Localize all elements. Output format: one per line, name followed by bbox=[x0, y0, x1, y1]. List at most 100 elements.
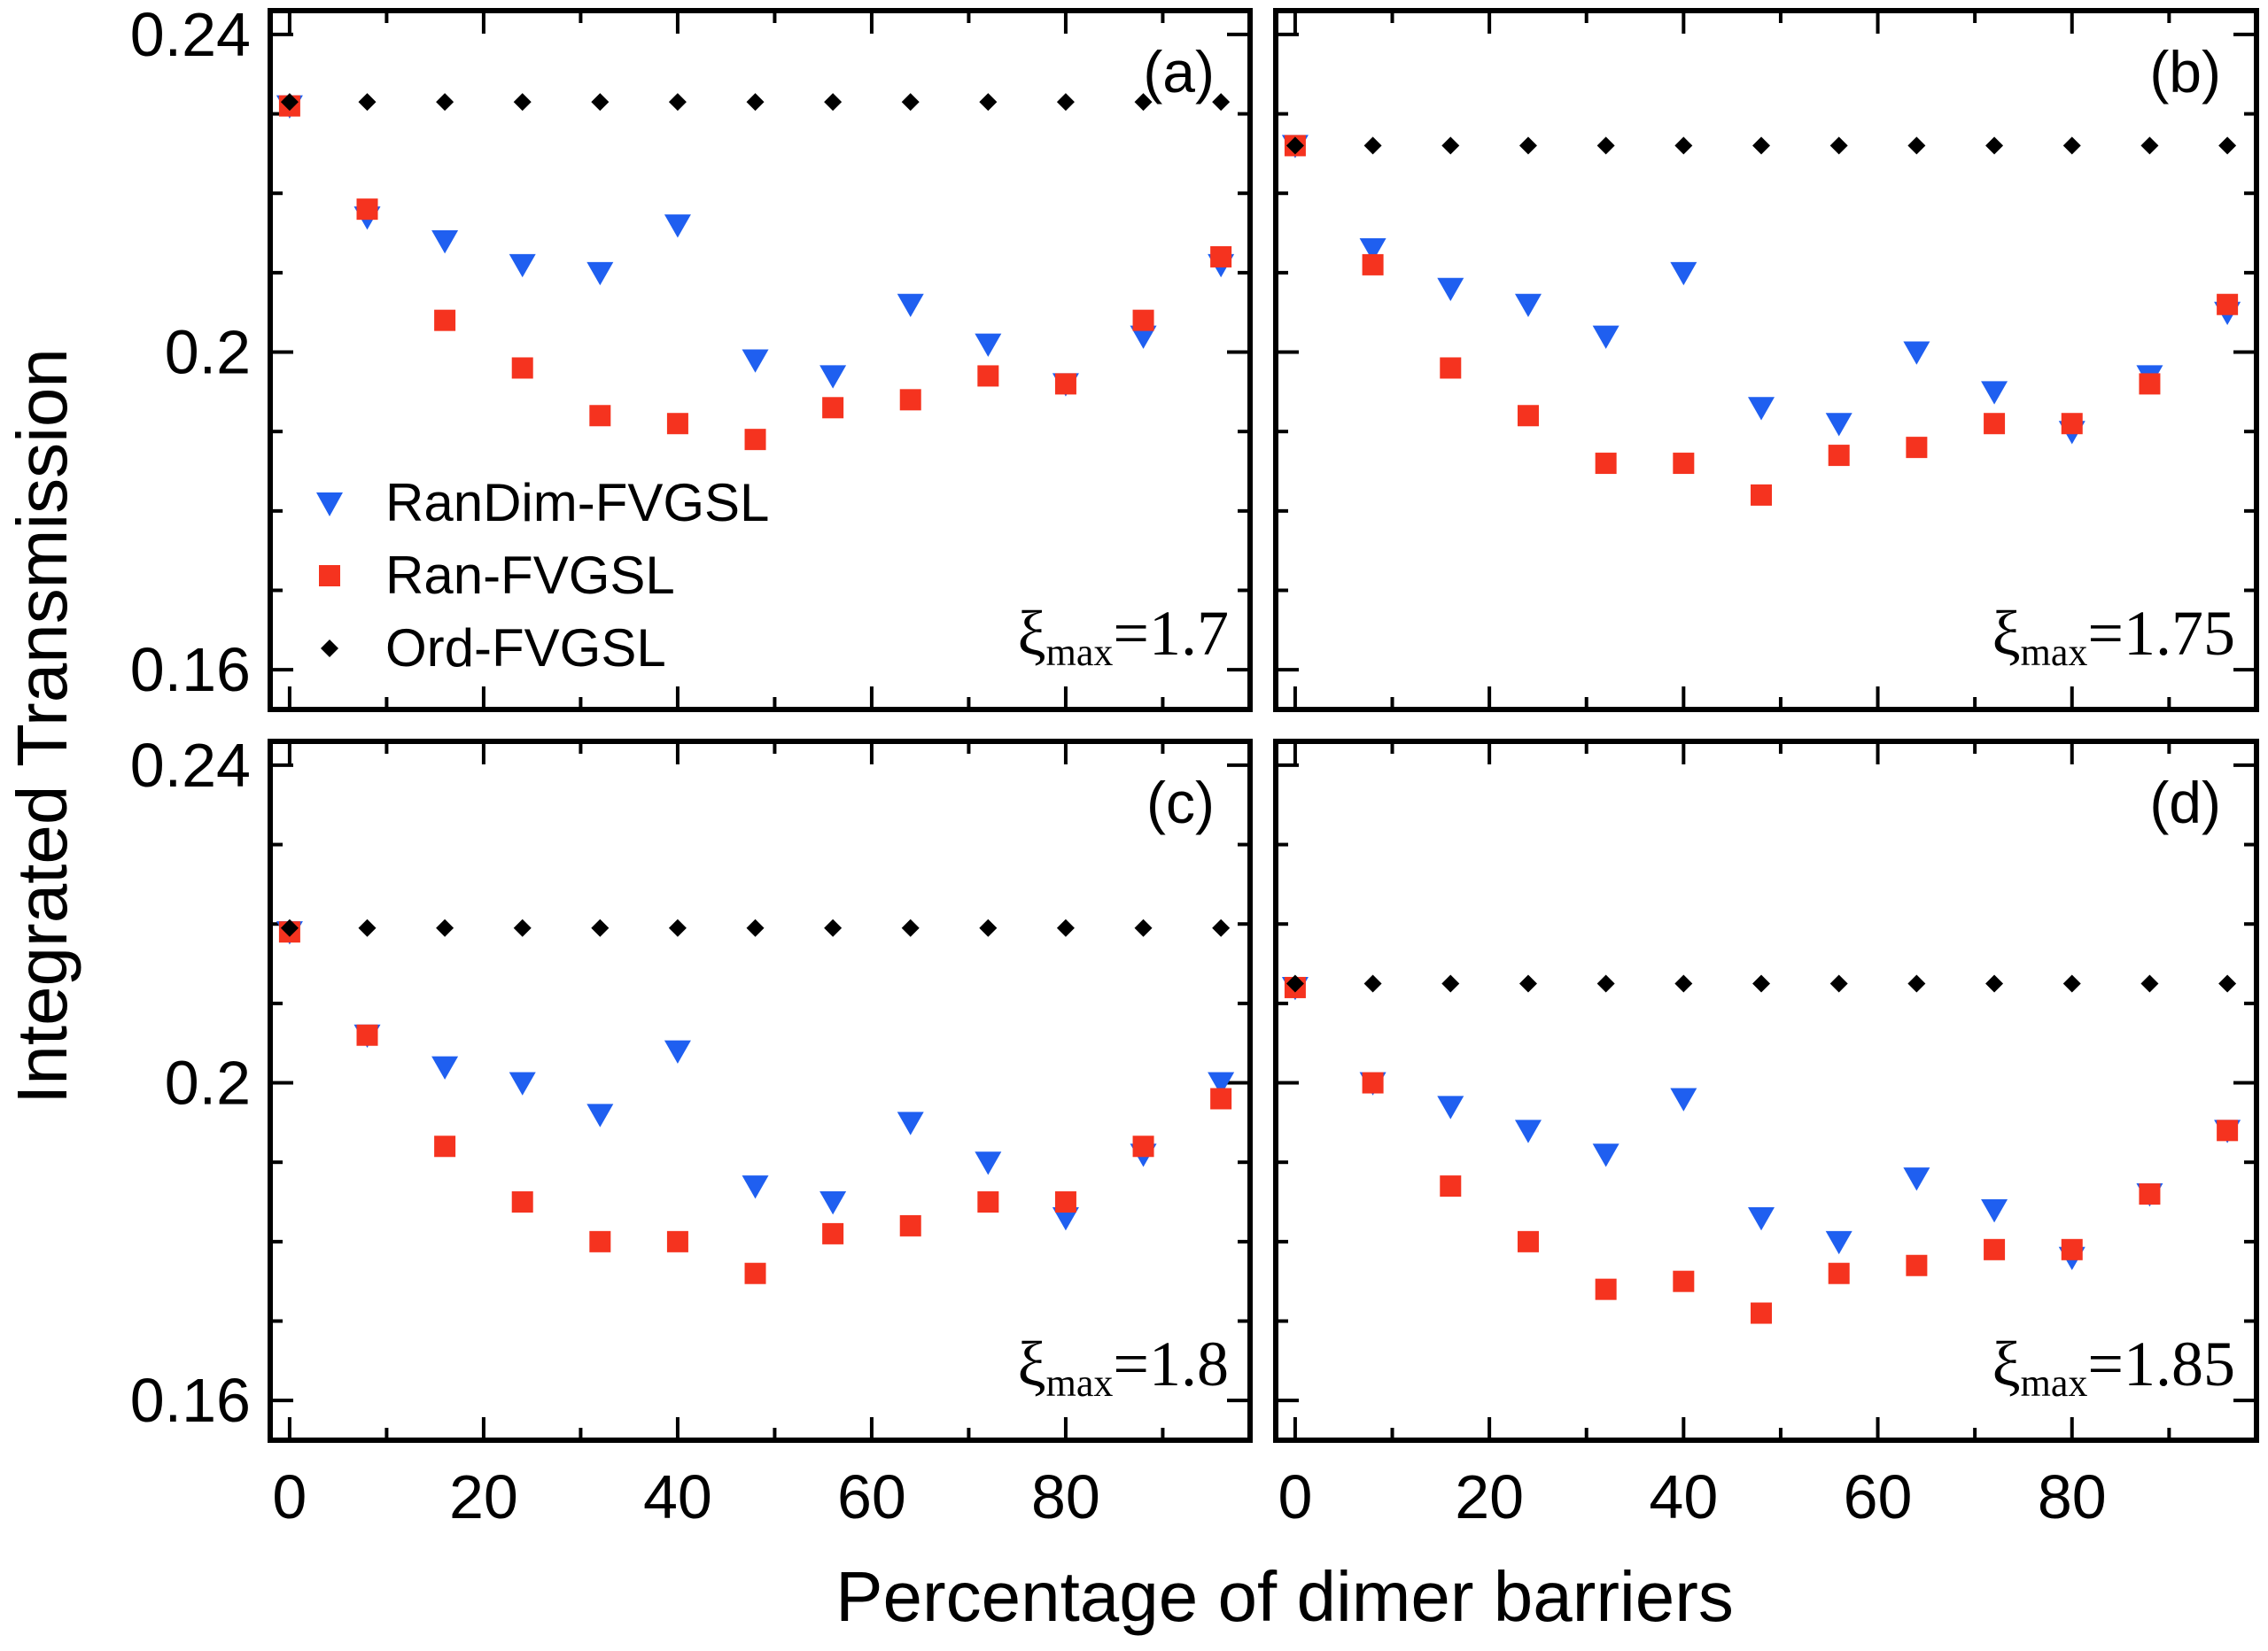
marker-b-square-undefined bbox=[1595, 453, 1617, 475]
marker-c-diamond-undefined bbox=[668, 919, 687, 937]
legend-item-ord-fvgsl: Ord-FVGSL bbox=[321, 618, 666, 678]
panel-label-d: (d) bbox=[2149, 770, 2221, 835]
panel-d: 0 20 40 60 80 (d) ξmax=1.85 bbox=[1273, 739, 2259, 1531]
marker-b-triangle-down-undefined bbox=[1592, 325, 1619, 349]
marker-b-diamond-undefined bbox=[1907, 136, 1926, 155]
marker-b-diamond-undefined bbox=[2140, 136, 2159, 155]
panel-label-a: (a) bbox=[1143, 39, 1215, 105]
marker-d-square-undefined bbox=[1673, 1270, 1695, 1292]
marker-a-triangle-down-undefined bbox=[742, 349, 769, 373]
marker-a-triangle-down-undefined bbox=[975, 333, 1002, 357]
marker-d-triangle-down-undefined bbox=[1592, 1143, 1619, 1167]
x-tick-label-c-0: 0 bbox=[272, 1462, 307, 1531]
xi-subscript: max bbox=[1046, 631, 1114, 674]
marker-c-diamond-undefined bbox=[1134, 919, 1153, 937]
xi-value: =1.75 bbox=[2087, 598, 2235, 669]
marker-b-square-undefined bbox=[1751, 484, 1773, 506]
x-axis-label: Percentage of dimer barriers bbox=[835, 1557, 1734, 1636]
marker-a-square-undefined bbox=[977, 365, 999, 387]
marker-c-diamond-undefined bbox=[979, 919, 998, 937]
xi-max-annotation-d: ξmax=1.85 bbox=[1992, 1329, 2235, 1405]
marker-d-square-undefined bbox=[1751, 1302, 1773, 1324]
marker-b-diamond-undefined bbox=[1363, 136, 1382, 155]
marker-c-square-undefined bbox=[1210, 1088, 1232, 1110]
marker-c-diamond-undefined bbox=[746, 919, 765, 937]
marker-b-square-undefined bbox=[1362, 253, 1384, 275]
marker-a-square-undefined bbox=[744, 429, 766, 451]
y-tick-label-c-1: 0.2 bbox=[165, 1049, 251, 1118]
x-tick-label-d-3: 60 bbox=[1844, 1462, 1913, 1531]
marker-c-square-undefined bbox=[666, 1230, 688, 1252]
marker-a-diamond-undefined bbox=[1212, 93, 1231, 112]
xi-value: =1.8 bbox=[1113, 1329, 1229, 1399]
marker-d-square-undefined bbox=[1595, 1278, 1617, 1300]
x-tick-label-d-4: 80 bbox=[2038, 1462, 2107, 1531]
y-tick-label-a-1: 0.2 bbox=[165, 318, 251, 387]
marker-c-diamond-undefined bbox=[824, 919, 843, 937]
marker-c-square-undefined bbox=[822, 1222, 844, 1244]
marker-a-diamond-undefined bbox=[901, 93, 920, 112]
x-tick-label-d-1: 20 bbox=[1455, 1462, 1524, 1531]
marker-a-square-undefined bbox=[1054, 373, 1076, 395]
marker-c-triangle-down-undefined bbox=[819, 1191, 847, 1215]
marker-a-triangle-down-undefined bbox=[819, 365, 847, 389]
marker-b-square-undefined bbox=[1517, 405, 1539, 427]
marker-a-diamond-undefined bbox=[824, 93, 843, 112]
panel-c: 0.16 0.2 0.24 0 20 40 60 80 (c) ξmax=1.8 bbox=[130, 731, 1253, 1531]
marker-b-square-undefined bbox=[1828, 445, 1850, 467]
marker-d-diamond-undefined bbox=[1985, 974, 2004, 993]
marker-b-square-undefined bbox=[2061, 413, 2083, 435]
marker-d-square-undefined bbox=[1828, 1262, 1850, 1284]
marker-b-square-undefined bbox=[2139, 373, 2161, 395]
marker-a-square-undefined bbox=[899, 389, 921, 411]
marker-b-triangle-down-undefined bbox=[1670, 261, 1697, 286]
y-tick-label-a-0: 0.16 bbox=[130, 635, 251, 704]
marker-c-diamond-undefined bbox=[1056, 919, 1075, 937]
marker-c-diamond-undefined bbox=[513, 919, 532, 937]
x-tick-label-c-3: 60 bbox=[837, 1462, 906, 1531]
marker-d-triangle-down-undefined bbox=[1903, 1167, 1930, 1191]
marker-a-diamond-undefined bbox=[746, 93, 765, 112]
marker-b-triangle-down-undefined bbox=[1825, 413, 1852, 437]
xi-symbol: ξ bbox=[1992, 1329, 2021, 1399]
marker-b-triangle-down-undefined bbox=[1437, 277, 1464, 302]
marker-c-square-undefined bbox=[589, 1230, 611, 1252]
marker-c-diamond-undefined bbox=[358, 919, 377, 937]
marker-d-square-undefined bbox=[1362, 1072, 1384, 1094]
marker-b-diamond-undefined bbox=[1596, 136, 1615, 155]
marker-a-diamond-undefined bbox=[668, 93, 687, 112]
marker-d-square-undefined bbox=[2217, 1120, 2239, 1142]
marker-d-triangle-down-undefined bbox=[1670, 1088, 1697, 1112]
marker-b-diamond-undefined bbox=[1985, 136, 2004, 155]
marker-d-square-undefined bbox=[1440, 1175, 1462, 1198]
legend: RanDim-FVGSL Ran-FVGSL Ord-FVGSL bbox=[316, 473, 769, 678]
y-tick-label-a-2: 0.24 bbox=[130, 0, 251, 69]
marker-a-square-undefined bbox=[511, 357, 533, 379]
marker-a-triangle-down-undefined bbox=[664, 214, 691, 238]
marker-c-triangle-down-undefined bbox=[586, 1104, 614, 1128]
panel-a: 0.16 0.2 0.24 (a) ξmax=1.7 bbox=[130, 0, 1253, 712]
legend-label-1: Ran-FVGSL bbox=[385, 546, 675, 605]
y-tick-label-c-0: 0.16 bbox=[130, 1366, 251, 1435]
marker-a-diamond-undefined bbox=[436, 93, 454, 112]
marker-d-triangle-down-undefined bbox=[1748, 1206, 1775, 1231]
marker-d-diamond-undefined bbox=[1518, 974, 1537, 993]
marker-d-square-undefined bbox=[1517, 1230, 1539, 1252]
marker-c-triangle-down-undefined bbox=[975, 1151, 1002, 1175]
marker-b-square-undefined bbox=[1440, 357, 1462, 379]
marker-b-triangle-down-undefined bbox=[1359, 237, 1386, 262]
x-tick-label-c-2: 40 bbox=[643, 1462, 712, 1531]
x-tick-label-d-2: 40 bbox=[1649, 1462, 1718, 1531]
y-tick-label-c-2: 0.24 bbox=[130, 731, 251, 800]
marker-c-square-undefined bbox=[977, 1191, 999, 1213]
marker-b-square-undefined bbox=[2217, 293, 2239, 315]
marker-a-triangle-down-undefined bbox=[431, 230, 459, 254]
marker-a-diamond-undefined bbox=[280, 93, 299, 112]
marker-d-triangle-down-undefined bbox=[1825, 1230, 1852, 1255]
marker-b-triangle-down-undefined bbox=[1748, 397, 1775, 421]
xi-max-annotation-a: ξmax=1.7 bbox=[1018, 598, 1229, 674]
marker-c-diamond-undefined bbox=[436, 919, 454, 937]
marker-c-square-undefined bbox=[1054, 1191, 1076, 1213]
marker-b-diamond-undefined bbox=[1674, 136, 1693, 155]
marker-d-diamond-undefined bbox=[1907, 974, 1926, 993]
